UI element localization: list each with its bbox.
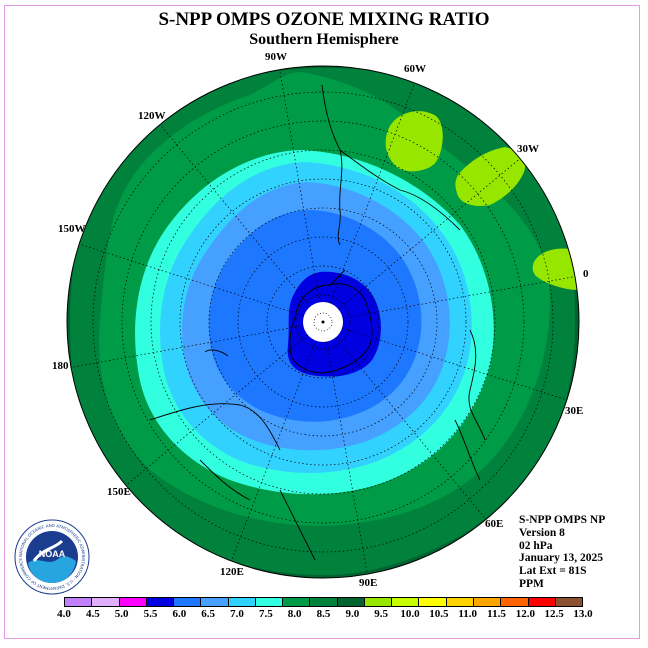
label-120w: 120W [138,110,166,122]
label-150w: 150W [58,223,86,235]
colorbar-tick-label: 11.5 [487,608,506,620]
colorbar-segment [228,598,256,606]
label-30e: 30E [565,405,584,417]
colorbar-tick-label: 4.5 [85,608,100,620]
colorbar-tick-label: 7.5 [258,608,273,620]
colorbar-tick-label: 7.0 [230,608,244,620]
colorbar-tick-label: 4.0 [57,608,71,620]
colorbar-segment [310,598,338,606]
label-30w: 30W [517,143,539,155]
colorbar-segment [446,598,474,606]
noaa-logo: NATIONAL OCEANIC AND ATMOSPHERIC ADMINIS… [14,519,90,595]
colorbar-tick-label: 9.0 [345,608,360,620]
label-120e: 120E [220,566,244,578]
colorbar-tick-label: 12.0 [515,608,535,620]
info-units: PPM [519,577,544,590]
logo-text: NOAA [39,549,66,559]
info-lat-ext: Lat Ext = 81S [519,565,587,578]
label-60w: 60W [404,63,426,75]
label-150e: 150E [107,486,131,498]
colorbar-tick-label: 6.5 [201,608,216,620]
colorbar-segment [119,598,147,606]
colorbar-segment [392,598,420,606]
info-level: 02 hPa [519,539,553,552]
colorbar-segment [419,598,447,606]
patch-yellow-green-2 [455,147,526,206]
colorbar-segment [555,598,583,606]
label-90e: 90E [359,577,378,589]
colorbar-segment [255,598,284,606]
label-180: 180 [52,360,69,372]
plot-frame [4,5,640,639]
colorbar-segment [174,598,202,606]
colorbar-segment [283,598,311,606]
colorbar [64,597,583,607]
colorbar-tick-label: 10.0 [400,608,420,620]
colorbar-segment [146,598,175,606]
colorbar-tick-label: 5.0 [114,608,129,620]
colorbar-tick-label: 10.5 [429,608,449,620]
colorbar-tick-label: 6.0 [172,608,187,620]
colorbar-segment [65,598,93,606]
colorbar-tick-label: 12.5 [544,608,564,620]
patch-yellow-green-1 [385,111,443,172]
meridians [67,66,579,578]
info-version: Version 8 [519,526,565,539]
colorbar-segment [364,598,393,606]
colorbar-segment [501,598,529,606]
info-block: S-NPP OMPS NP Version 8 02 hPa January 1… [519,514,605,591]
info-date: January 13, 2025 [519,552,604,565]
label-60e: 60E [485,518,504,530]
colorbar-tick-label: 5.5 [143,608,158,620]
colorbar-tick-label: 9.5 [374,608,389,620]
chart-subtitle: Southern Hemisphere [249,31,399,48]
colorbar-segment [201,598,229,606]
info-instrument: S-NPP OMPS NP [519,514,606,526]
label-90w: 90W [265,51,287,63]
graticule [92,91,554,553]
colorbar-tick-label: 11.0 [458,608,477,620]
coastlines [149,84,486,561]
colorbar-tick-label: 8.5 [316,608,331,620]
colorbar-tick-label: 13.0 [573,608,593,620]
colorbar-tick-label: 8.0 [287,608,302,620]
colorbar-segment [473,598,502,606]
chart-title: S-NPP OMPS OZONE MIXING RATIO [158,9,490,30]
colorbar-segment [337,598,365,606]
pole-graticule [313,312,333,332]
label-0: 0 [583,268,589,280]
colorbar-segment [92,598,120,606]
map-boundary [66,65,580,579]
colorbar-segment [528,598,556,606]
